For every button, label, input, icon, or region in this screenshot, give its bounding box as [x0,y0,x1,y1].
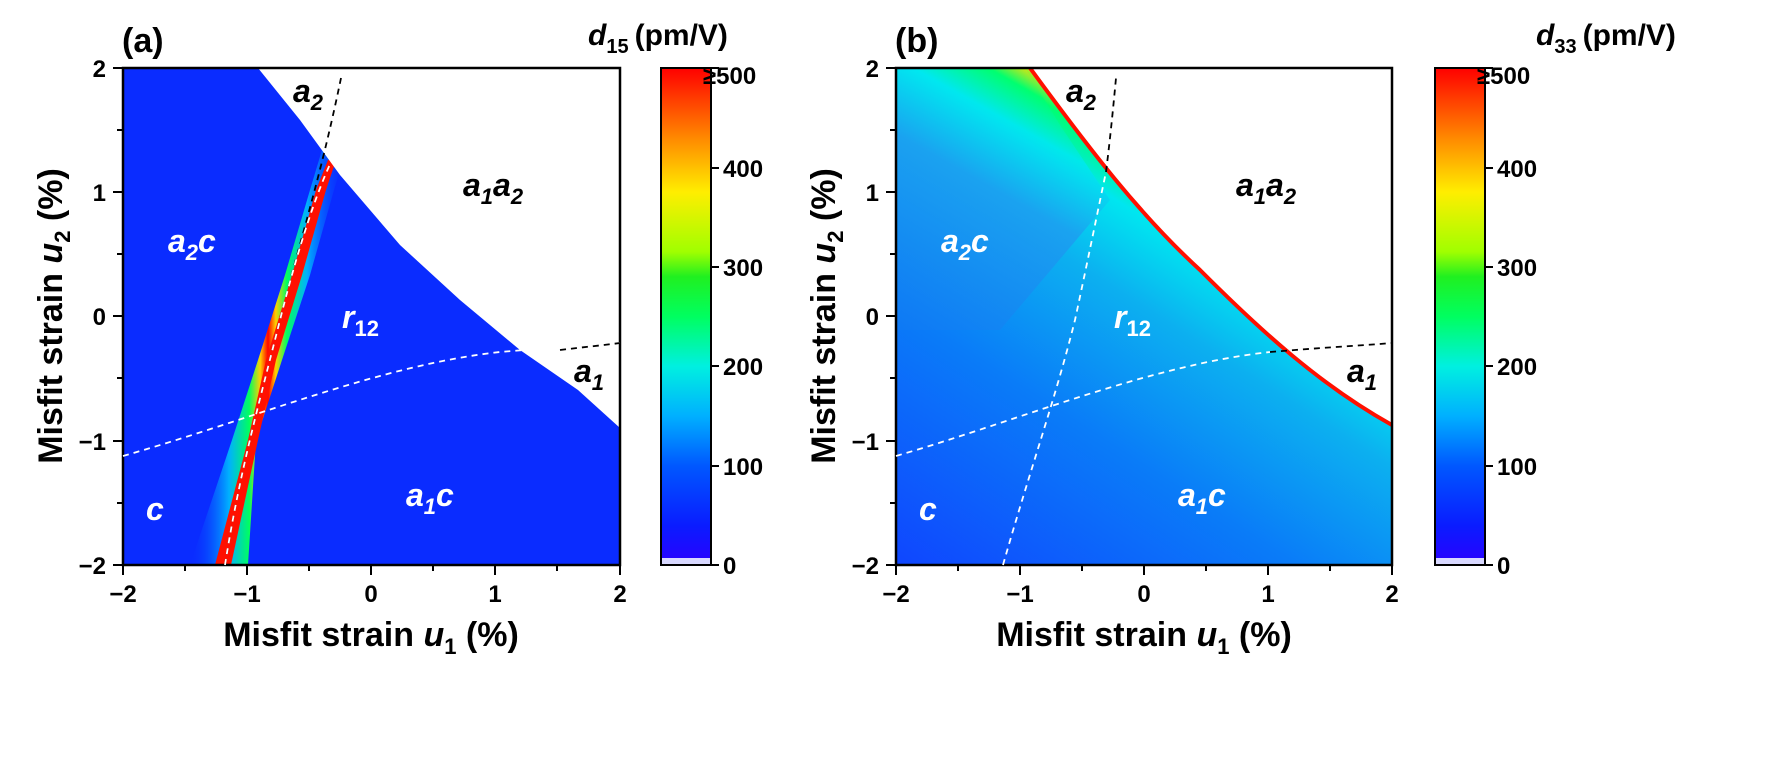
panel-a-cbtick: 0 [723,553,736,580]
panel-b-x-tick-labels: −2 −1 0 1 2 [882,581,1398,608]
panel-a-ytick: −1 [79,429,106,456]
panel-b-cbtick: 100 [1497,454,1537,481]
panel-b-xtick: 0 [1137,581,1150,608]
panel-b-phase-r12: r12 [1114,299,1151,341]
panel-b-xtick: −1 [1006,581,1033,608]
panel-a-ytick: −2 [79,553,106,580]
panel-a-cbtick: 300 [723,255,763,282]
panel-a-x-tick-labels: −2 −1 0 1 2 [109,581,626,608]
panel-b-x-axis-label: Misfit strain u1 (%) [996,616,1292,659]
panel-a-x-ticks [122,565,621,575]
panel-b-xtick: −2 [882,581,909,608]
panel-a-xtick: 2 [613,581,626,608]
panel-a: (a) a2 a1a2 a2c r12 a1 c a1c −2 [32,19,763,659]
panel-a-phase-c: c [146,491,164,527]
panel-b-phase-a2: a2 [1066,73,1097,115]
panel-a-label: (a) [122,22,164,60]
panel-a-ytick: 1 [93,180,106,207]
panel-a-colorbar-ticks [711,67,719,566]
panel-a-xtick: −2 [109,581,136,608]
panel-a-boundary-r12-a2c-inner [224,161,332,566]
panel-a-xtick: −1 [233,581,260,608]
panel-a-phase-a1a2: a1a2 [463,167,524,209]
panel-a-y-tick-labels: −2 −1 0 1 2 [79,56,106,580]
panel-b: (b) a2 a1a2 a2c r12 a1 c a1c −2 −1 [805,19,1676,659]
panel-b-colorbar-title: d33 (pm/V) [1536,19,1676,58]
panel-b-xtick: 1 [1261,581,1274,608]
panel-b-phase-a1c: a1c [1178,477,1226,519]
panel-a-cbtick: 200 [723,354,763,381]
panel-a-colorbar-labels: 0 100 200 300 400 ≥500 [703,63,763,580]
panel-a-xtick: 1 [488,581,501,608]
panel-a-phase-labels: a2 a1a2 a2c r12 a1 c a1c [146,73,604,527]
panel-a-phase-a1: a1 [574,353,604,395]
panel-b-cbtick: 400 [1497,156,1537,183]
panel-b-cbtick: 300 [1497,255,1537,282]
panel-b-ytick: −2 [852,553,879,580]
panel-b-red-edge [1028,68,1392,427]
panel-a-colorbar-zero-stripe [662,558,710,564]
panel-a-boundary-r12-a1c-outer [559,342,621,351]
panel-a-phase-a2c: a2c [168,223,216,265]
panel-b-phase-a1: a1 [1347,353,1377,395]
panel-b-boundary-r12-a1c-outer [1269,342,1393,353]
panel-a-cbtick-max: ≥500 [703,63,756,90]
panel-b-ytick: −1 [852,429,879,456]
panel-a-cbtick: 400 [723,156,763,183]
panel-b-heatmap-upper-left [896,68,1110,330]
panel-a-colorbar-title: d15 (pm/V) [588,19,728,58]
panel-a-cbtick: 100 [723,454,763,481]
panel-b-y-axis-label: Misfit strain u2 (%) [805,168,848,464]
panel-b-phase-c: c [919,491,937,527]
panel-b-y-ticks [886,67,896,566]
panel-b-phase-a2c: a2c [941,223,989,265]
panel-b-boundary-r12-a2c [1002,171,1107,566]
panel-b-cbtick-max: ≥500 [1477,63,1530,90]
panel-a-y-axis-label: Misfit strain u2 (%) [32,168,75,464]
panel-b-colorbar-ticks [1485,67,1493,566]
panel-b-phase-labels: a2 a1a2 a2c r12 a1 c a1c [919,73,1377,527]
panel-b-xtick: 2 [1385,581,1398,608]
panel-a-y-ticks [113,67,123,566]
panel-b-boundary-r12-a2c-outer [1105,77,1117,173]
panel-b-ytick: 2 [866,56,879,83]
panel-a-phase-r12: r12 [342,299,379,341]
panel-b-phase-a1a2: a1a2 [1236,167,1297,209]
panel-a-ytick: 0 [93,304,106,331]
panel-b-ytick: 1 [866,180,879,207]
panel-b-colorbar-zero-stripe [1436,558,1484,564]
panel-a-colorbar [660,67,712,566]
panel-a-phase-a2: a2 [293,73,324,115]
panel-b-a1a2-white-region [1030,68,1392,425]
panel-a-xtick: 0 [364,581,377,608]
panel-b-colorbar-labels: 0 100 200 300 400 ≥500 [1477,63,1537,580]
panel-a-ytick: 2 [93,56,106,83]
panel-a-phase-a1c: a1c [406,477,454,519]
panel-b-ytick: 0 [866,304,879,331]
panel-b-cbtick: 200 [1497,354,1537,381]
panel-b-x-ticks [895,565,1393,575]
panel-b-cbtick: 0 [1497,553,1510,580]
panel-a-boundary-r12-a1c [122,342,621,457]
panel-b-boundary-r12-a1c [895,351,1271,457]
panel-a-a1a2-white-region [258,68,620,428]
panel-b-label: (b) [895,22,938,60]
panel-a-x-axis-label: Misfit strain u1 (%) [223,616,519,659]
panel-b-y-tick-labels: −2 −1 0 1 2 [852,56,879,580]
panel-b-colorbar [1434,67,1486,566]
